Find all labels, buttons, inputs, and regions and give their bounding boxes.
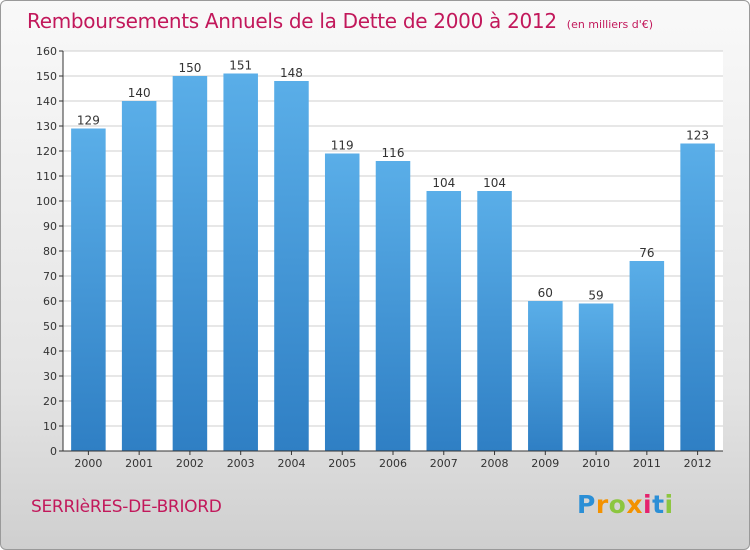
bar-2006 <box>375 161 411 451</box>
proxiti-logo: Proxiti <box>577 490 674 519</box>
data-label: 150 <box>178 61 201 75</box>
x-tick-label: 2007 <box>430 457 458 470</box>
bar-2001 <box>121 101 157 451</box>
y-tick-label: 150 <box>36 70 57 83</box>
commune-name: SERRIèRES-DE-BRIORD <box>31 497 222 517</box>
data-label: 104 <box>432 176 455 190</box>
data-label: 129 <box>77 114 100 128</box>
data-label: 123 <box>686 129 709 143</box>
bar-2007 <box>426 191 462 451</box>
y-tick-label: 90 <box>43 220 57 233</box>
y-tick-label: 20 <box>43 395 57 408</box>
x-tick-label: 2009 <box>531 457 559 470</box>
y-tick-label: 100 <box>36 195 57 208</box>
x-tick-label: 2005 <box>328 457 356 470</box>
data-labels: 129 140 150 151 148 119 116 104 104 60 59 76 123 <box>77 59 709 303</box>
x-tick-label: 2010 <box>582 457 610 470</box>
x-tick-label: 2002 <box>176 457 204 470</box>
y-tick-label: 10 <box>43 420 57 433</box>
x-tick-label: 2000 <box>74 457 102 470</box>
data-label: 140 <box>128 86 151 100</box>
logo-letter: r <box>595 490 609 519</box>
y-tick-label: 110 <box>36 170 57 183</box>
y-tick-label: 130 <box>36 120 57 133</box>
y-tick-label: 50 <box>43 320 57 333</box>
y-tick-label: 0 <box>50 445 57 458</box>
chart-title: Remboursements Annuels de la Dette de 20… <box>27 9 653 33</box>
y-tick-label: 70 <box>43 270 57 283</box>
logo-letter: i <box>664 490 674 519</box>
x-tick-label: 2004 <box>277 457 305 470</box>
y-tick-label: 120 <box>36 145 57 158</box>
data-label: 60 <box>538 286 553 300</box>
logo-letter: t <box>652 490 665 519</box>
logo-letter: o <box>608 490 627 519</box>
x-tick-label: 2001 <box>125 457 153 470</box>
x-tick-label: 2012 <box>684 457 712 470</box>
data-label: 76 <box>639 246 654 260</box>
x-tick-label: 2006 <box>379 457 407 470</box>
data-label: 116 <box>382 146 405 160</box>
bar-2004 <box>274 81 309 451</box>
logo-letter: x <box>626 490 643 519</box>
chart-unit: (en milliers d'€) <box>566 18 654 31</box>
y-tick-label: 80 <box>43 245 57 258</box>
data-label: 151 <box>229 59 252 73</box>
data-label: 104 <box>483 176 506 190</box>
y-tick-label: 60 <box>43 295 57 308</box>
bar-2000 <box>71 128 106 451</box>
data-label: 148 <box>280 66 303 80</box>
bar-2010 <box>578 303 614 451</box>
bar-2009 <box>528 301 563 451</box>
chart-title-text: Remboursements Annuels de la Dette de 20… <box>27 9 557 33</box>
logo-letter: i <box>643 490 653 519</box>
bar-2003 <box>223 73 258 451</box>
bars <box>71 73 715 451</box>
bar-2011 <box>629 261 665 451</box>
bar-2002 <box>172 76 208 451</box>
y-tick-label: 30 <box>43 370 57 383</box>
bar-2008 <box>477 191 512 451</box>
x-tick-label: 2011 <box>633 457 661 470</box>
x-tick-label: 2008 <box>481 457 509 470</box>
axes: 0 10 20 30 40 50 60 70 80 90 100 110 120 130 140 150 160… <box>36 45 723 470</box>
y-tick-label: 140 <box>36 95 57 108</box>
x-tick-label: 2003 <box>227 457 255 470</box>
data-label: 119 <box>331 139 354 153</box>
logo-letter: P <box>577 490 596 519</box>
bar-2005 <box>324 153 360 451</box>
bar-2012 <box>680 143 715 451</box>
y-tick-label: 160 <box>36 45 57 58</box>
data-label: 59 <box>588 289 603 303</box>
y-tick-label: 40 <box>43 345 57 358</box>
